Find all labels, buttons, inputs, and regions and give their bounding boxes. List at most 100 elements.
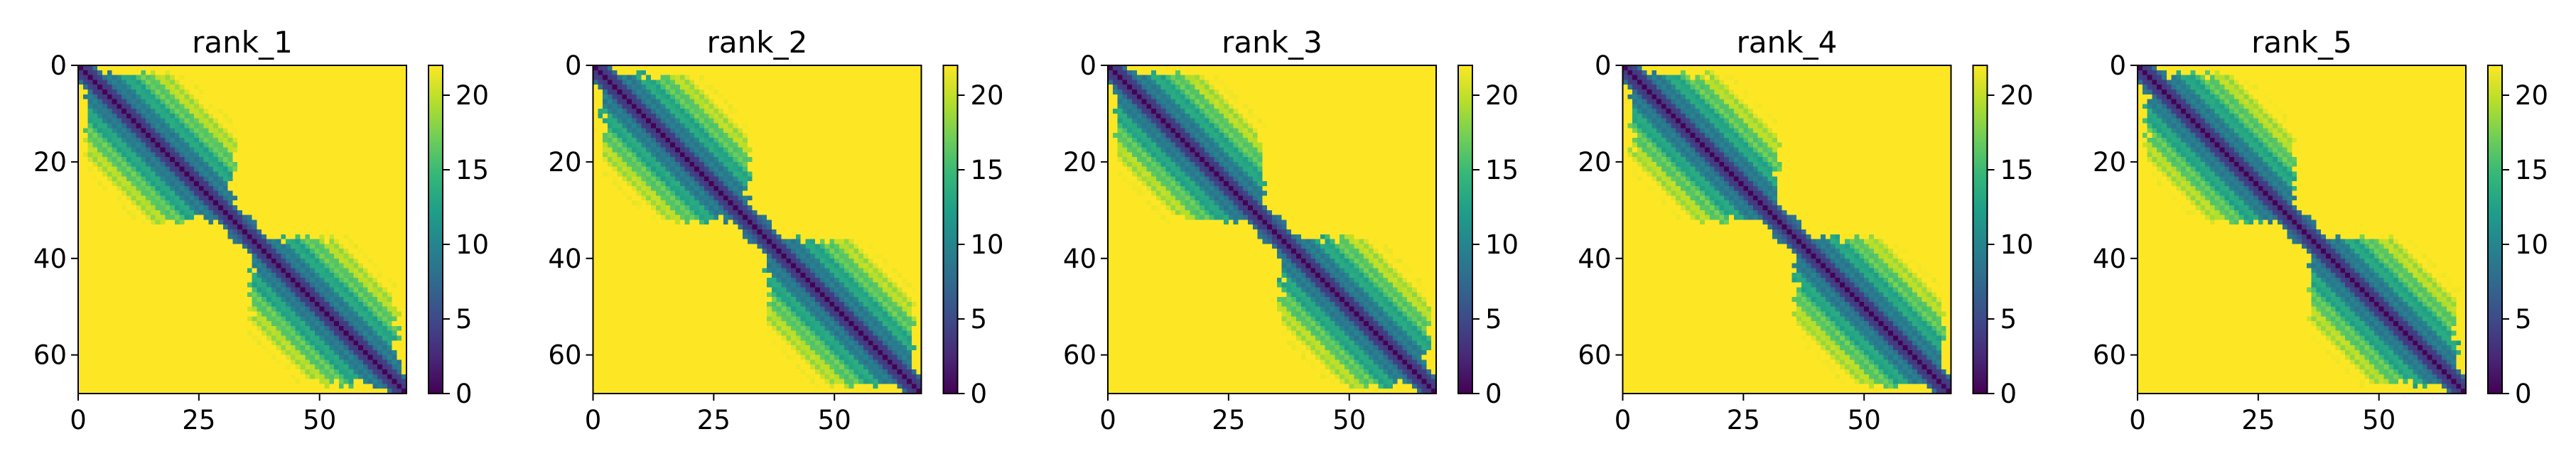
heatmap-cell <box>141 137 146 143</box>
heatmap-cell <box>286 325 291 332</box>
heatmap-cell <box>353 99 359 104</box>
heatmap-cell <box>242 118 248 124</box>
heatmap-cell <box>198 118 205 124</box>
heatmap-cell <box>617 80 623 85</box>
heatmap-cell <box>150 152 156 158</box>
heatmap-cell <box>834 65 840 71</box>
heatmap-cell <box>262 249 267 254</box>
heatmap-cell <box>815 75 821 80</box>
heatmap-cell <box>198 359 205 365</box>
heatmap-cell <box>343 369 350 375</box>
heatmap-cell <box>102 70 108 76</box>
heatmap-cell <box>329 234 335 240</box>
heatmap-cell <box>179 311 185 317</box>
heatmap-cell <box>334 258 340 264</box>
heatmap-cell <box>257 234 262 240</box>
heatmap-cell <box>262 133 267 139</box>
heatmap-cell <box>334 161 340 168</box>
heatmap-cell <box>242 234 248 240</box>
heatmap-cell <box>300 137 306 143</box>
heatmap-cell <box>126 224 132 230</box>
heatmap-cell <box>131 200 137 206</box>
heatmap-cell <box>266 268 272 273</box>
heatmap-cell <box>117 181 122 187</box>
heatmap-cell <box>314 210 320 216</box>
heatmap-cell <box>203 75 210 80</box>
heatmap-cell <box>184 195 190 201</box>
heatmap-cell <box>305 301 311 308</box>
heatmap-cell <box>247 99 253 104</box>
heatmap-cell <box>155 277 161 283</box>
heatmap-cell <box>319 369 325 375</box>
heatmap-cell <box>179 220 185 225</box>
heatmap-cell <box>324 75 330 80</box>
heatmap-cell <box>78 215 84 221</box>
heatmap-cell <box>392 80 398 85</box>
heatmap-cell <box>122 161 127 168</box>
heatmap-cell <box>334 128 340 134</box>
heatmap-cell <box>82 268 89 273</box>
heatmap-cell <box>146 142 151 148</box>
heatmap-cell <box>136 185 141 192</box>
heatmap-cell <box>208 301 214 308</box>
heatmap-cell <box>232 345 238 351</box>
heatmap-cell <box>218 277 224 283</box>
heatmap-cell <box>112 258 117 264</box>
heatmap-cell <box>203 306 210 313</box>
heatmap-cell <box>146 113 151 119</box>
heatmap-cell <box>102 258 108 264</box>
heatmap-cell <box>300 345 306 351</box>
heatmap-cell <box>343 244 350 249</box>
heatmap-cell <box>382 263 388 269</box>
heatmap-cell <box>189 171 195 177</box>
heatmap-cell <box>627 70 632 76</box>
heatmap-cell <box>372 301 378 308</box>
heatmap-cell <box>222 94 229 100</box>
heatmap-cell <box>300 374 306 380</box>
heatmap-cell <box>131 384 137 389</box>
heatmap-cell <box>184 89 190 95</box>
heatmap-cell <box>184 171 190 177</box>
heatmap-cell <box>165 181 171 187</box>
heatmap-cell <box>146 321 151 327</box>
heatmap-cell <box>300 244 306 249</box>
heatmap-cell <box>222 161 229 168</box>
heatmap-cell <box>179 234 185 240</box>
heatmap-cell <box>262 325 267 332</box>
heatmap-cell <box>387 389 393 394</box>
heatmap-cell <box>208 190 214 197</box>
heatmap-cell <box>728 65 734 71</box>
heatmap-cell <box>160 253 166 259</box>
heatmap-cell <box>348 171 354 177</box>
heatmap-cell <box>392 354 398 361</box>
heatmap-cell <box>728 80 734 85</box>
heatmap-cell <box>324 282 330 288</box>
heatmap-cell <box>87 215 93 221</box>
heatmap-cell <box>160 354 166 361</box>
heatmap-cell <box>208 277 214 283</box>
heatmap-cell <box>213 340 219 346</box>
heatmap-cell <box>286 70 291 76</box>
heatmap-cell <box>319 263 325 269</box>
heatmap-cell <box>122 75 127 80</box>
heatmap-cell <box>87 190 93 197</box>
heatmap-cell <box>237 311 243 317</box>
heatmap-cell <box>155 229 161 235</box>
heatmap-cell <box>247 374 253 380</box>
heatmap-cell <box>329 210 335 216</box>
heatmap-cell <box>194 195 200 201</box>
heatmap-cell <box>382 65 388 71</box>
heatmap-cell <box>290 374 296 380</box>
heatmap-cell <box>392 369 398 375</box>
heatmap-cell <box>198 205 205 211</box>
heatmap-cell <box>358 123 364 129</box>
heatmap-cell <box>82 215 89 221</box>
heatmap-cell <box>887 65 893 71</box>
y-tick-label: 40 <box>33 244 67 274</box>
heatmap-cell <box>262 185 267 192</box>
heatmap-cell <box>382 181 388 187</box>
heatmap-cell <box>203 224 210 230</box>
heatmap-cell <box>155 137 161 143</box>
heatmap-cell <box>208 321 214 327</box>
heatmap-cell <box>252 244 257 249</box>
